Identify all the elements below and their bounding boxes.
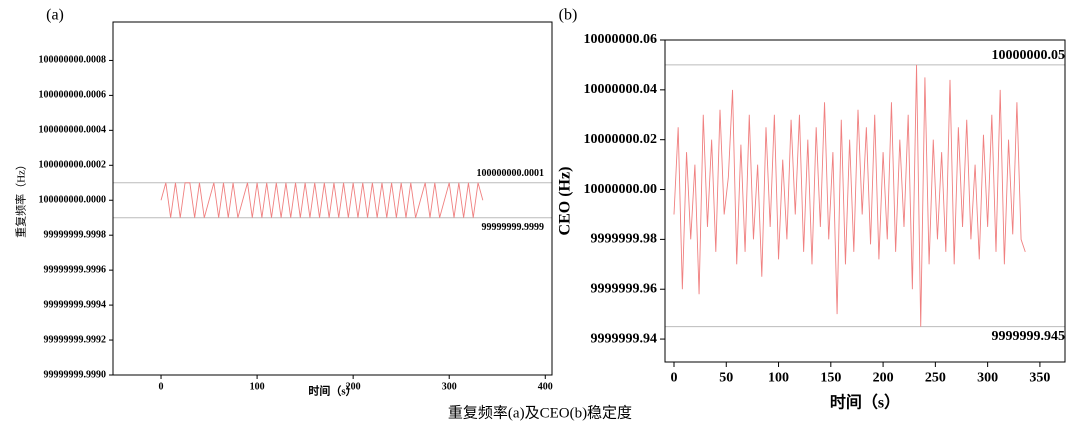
plot-frame	[664, 39, 1066, 363]
y-tick-label: 10000000.02	[584, 132, 658, 147]
y-tick-label: 10000000.00	[584, 182, 658, 197]
x-tick-label: 100	[768, 370, 789, 385]
y-tick-label: 99999999.9996	[44, 264, 107, 275]
data-line	[160, 182, 484, 218]
y-tick-label: 9999999.96	[591, 281, 658, 296]
x-tick-label: 0	[670, 370, 677, 385]
x-tick-label: 200	[346, 381, 361, 392]
x-axis-label: 时间（s）	[830, 393, 900, 412]
y-axis-label: CEO (Hz)	[557, 167, 574, 236]
y-tick-label: 9999999.94	[591, 331, 658, 346]
x-tick-label: 200	[873, 370, 894, 385]
x-tick-label: 300	[442, 381, 457, 392]
x-tick-label: 250	[925, 370, 946, 385]
x-axis-label: 时间（s）	[308, 384, 356, 398]
data-line	[673, 64, 1026, 327]
panel-label: (a)	[46, 7, 64, 24]
x-tick-label: 300	[977, 370, 998, 385]
x-tick-label: 50	[719, 370, 733, 385]
reference-label: 9999999.945	[992, 329, 1066, 344]
y-tick-label: 99999999.9990	[44, 369, 107, 380]
x-tick-label: 400	[538, 381, 553, 392]
y-tick-label: 99999999.9992	[44, 334, 107, 345]
x-tick-label: 0	[159, 381, 164, 392]
reference-label: 99999999.9999	[482, 222, 545, 233]
x-tick-label: 350	[1029, 370, 1050, 385]
y-tick-label: 100000000.0002	[39, 160, 107, 171]
x-tick-label: 150	[820, 370, 841, 385]
panel-label: (b)	[559, 7, 578, 24]
y-tick-label: 100000000.0000	[39, 195, 107, 206]
y-tick-label: 100000000.0008	[39, 55, 107, 66]
y-axis-label: 重复频率（Hz）	[14, 159, 28, 238]
figure-caption: 重复频率(a)及CEO(b)稳定度	[448, 403, 632, 421]
reference-label: 100000000.0001	[477, 168, 545, 179]
y-tick-label: 100000000.0006	[39, 90, 107, 101]
x-tick-label: 100	[250, 381, 265, 392]
y-tick-label: 99999999.9998	[44, 229, 107, 240]
plot-frame	[112, 21, 553, 376]
y-tick-label: 100000000.0004	[39, 125, 107, 136]
y-tick-label: 10000000.06	[584, 32, 658, 47]
y-tick-label: 9999999.98	[591, 232, 658, 247]
y-tick-label: 99999999.9994	[44, 299, 107, 310]
reference-label: 10000000.05	[992, 48, 1066, 63]
y-tick-label: 10000000.04	[584, 82, 658, 97]
